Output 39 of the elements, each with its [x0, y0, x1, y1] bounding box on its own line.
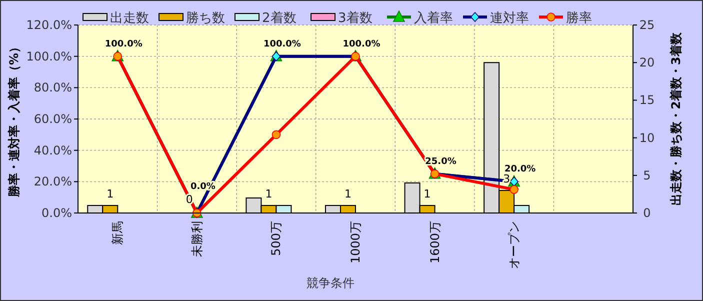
x-tick-label: 1000万 [348, 221, 362, 264]
legend-label: 勝率 [566, 10, 592, 26]
data-label: 100.0% [104, 39, 142, 50]
legend-label: 出走数 [110, 11, 149, 26]
y-tick-label: 120.0% [26, 18, 72, 32]
data-label: 100.0% [342, 39, 380, 50]
y2-tick-label: 10 [639, 130, 655, 145]
x-tick-label: 未勝利 [190, 221, 204, 257]
y2-tick-label: 20 [639, 56, 655, 70]
data-label: 1 [265, 187, 272, 200]
x-tick-label: 新馬 [110, 221, 125, 245]
x-axis-title: 競争条件 [306, 276, 354, 290]
y-tick-label: 40.0% [34, 143, 72, 158]
y-axis-title: 勝率・連対率・入着率（%） [7, 40, 21, 198]
legend-label: 連対率 [490, 10, 529, 26]
y-tick-label: 100.0% [26, 49, 72, 64]
data-label: 100.0% [263, 39, 301, 50]
data-label: 1 [424, 187, 431, 200]
y2-tick-label: 0 [643, 206, 651, 220]
x-tick-label: 1600万 [428, 221, 442, 264]
y-tick-label: 60.0% [34, 112, 72, 126]
point [272, 130, 281, 140]
data-label: 1 [106, 187, 114, 200]
y2-tick-label: 15 [639, 93, 655, 108]
point [510, 185, 518, 194]
y2-tick-label: 25 [639, 18, 655, 32]
y-tick-label: 80.0% [34, 80, 72, 95]
legend-label: 勝ち数 [186, 11, 225, 26]
data-label: 1 [344, 187, 352, 200]
x-tick-label: オープン [507, 221, 522, 269]
y2-axis-title: 出走数・勝ち数・2着数・3着数 [669, 32, 683, 206]
y2-tick-label: 5 [643, 168, 651, 182]
legend-label: 入着率 [414, 10, 453, 26]
y-tick-label: 20.0% [34, 174, 72, 189]
legend-label: 2着数 [262, 10, 296, 26]
x-tick-label: 500万 [269, 221, 284, 256]
legend-label: 3着数 [338, 10, 372, 26]
data-label: 20.0% [504, 164, 536, 175]
y-tick-label: 0.0% [42, 206, 72, 220]
